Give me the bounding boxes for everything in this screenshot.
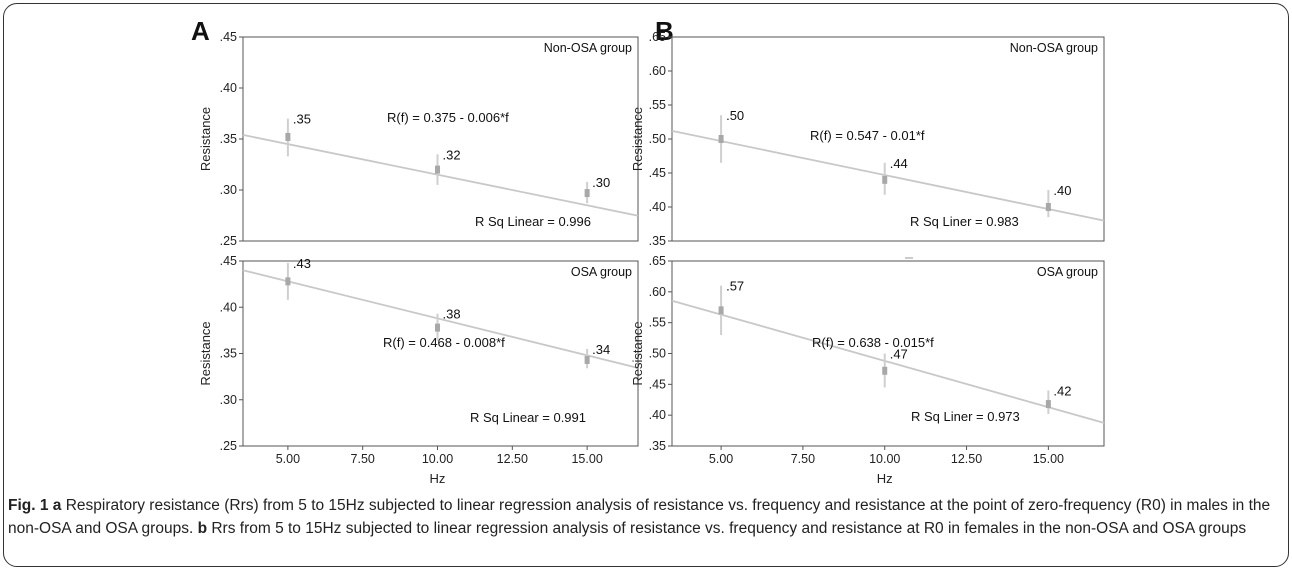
panel1-fit-line (242, 134, 639, 217)
panel2-xtick-label: 12.50 (497, 452, 528, 466)
panel3-ytick-label: .60 (649, 64, 666, 78)
panel4-ytick-label: .65 (649, 254, 666, 268)
caption-part-b-letter: b (197, 520, 208, 537)
panel1-ytick-label: .40 (220, 81, 237, 95)
panel3-data-label: .44 (890, 156, 908, 171)
panel4-data-label: .42 (1053, 384, 1071, 399)
figure-frame (3, 3, 1289, 567)
panel4-data-point (718, 306, 724, 315)
panel4-ytick-label: .40 (649, 408, 666, 422)
caption-text-b: Rrs from 5 to 15Hz subjected to linear r… (207, 520, 1247, 537)
panel3-r-squared: R Sq Liner = 0.983 (910, 214, 1019, 229)
panel3-ytick-label: .55 (649, 98, 666, 112)
panel2-data-point (285, 277, 291, 286)
caption-fig-label: Fig. 1 (8, 497, 49, 514)
panel3-group-label: Non-OSA group (1010, 41, 1098, 55)
panel4-xlabel: Hz (877, 471, 893, 486)
caption-text-a: Respiratory resistance (Rrs) from 5 to 1… (8, 497, 1271, 537)
panel2-ytick-label: .30 (220, 393, 237, 407)
panel1-data-point (435, 165, 441, 174)
panel2-ytick-label: .40 (220, 300, 237, 314)
panel2-ytick-label: .25 (220, 439, 237, 453)
panel4-group-label: OSA group (1037, 265, 1098, 279)
panel3-letter: B (655, 16, 674, 46)
panel2-data-label: .38 (443, 307, 461, 322)
panel3-data-point (882, 175, 888, 184)
panel2-equation: R(f) = 0.468 - 0.008*f (383, 335, 505, 350)
panel3-ylabel: Resistance (630, 107, 645, 171)
panel4-xtick-label: 15.00 (1033, 452, 1064, 466)
figure-caption: Fig. 1 a Respiratory resistance (Rrs) fr… (8, 494, 1278, 540)
panel1-ytick-label: .35 (220, 132, 237, 146)
panel4-ytick-label: .60 (649, 285, 666, 299)
panel4-data-label: .57 (726, 279, 744, 294)
panel3-ytick-label: .65 (649, 30, 666, 44)
panel2-xtick-label: 15.00 (571, 452, 602, 466)
panel4-data-label: .47 (890, 347, 908, 362)
panel1-equation: R(f) = 0.375 - 0.006*f (387, 110, 509, 125)
panel2-group-label: OSA group (571, 265, 632, 279)
panel1-ytick-label: .25 (220, 234, 237, 248)
panel4-fit-line (671, 299, 1105, 424)
panel1-data-point (285, 132, 291, 141)
panel3-ytick-label: .40 (649, 200, 666, 214)
panel2-xtick-label: 10.00 (422, 452, 453, 466)
panel4-xtick-label: 10.00 (869, 452, 900, 466)
panel4-r-squared: R Sq Liner = 0.973 (911, 409, 1020, 424)
panel1-group-label: Non-OSA group (544, 41, 632, 55)
panel4-ytick-label: .50 (649, 347, 666, 361)
panel2-xlabel: Hz (430, 471, 446, 486)
panel4-ytick-label: .45 (649, 377, 666, 391)
panel3-data-point (718, 135, 724, 143)
panel1-r-squared: R Sq Linear = 0.996 (475, 214, 591, 229)
panel1-letter: A (191, 16, 210, 46)
panel1-data-label: .35 (293, 112, 311, 127)
panel4-xtick-label: 12.50 (951, 452, 982, 466)
panel1-data-point (584, 189, 590, 198)
panel2-ytick-label: .45 (220, 254, 237, 268)
panel2-data-label: .34 (592, 342, 610, 357)
panel2-r-squared: R Sq Linear = 0.991 (470, 410, 586, 425)
panel2-xtick-label: 5.00 (276, 452, 300, 466)
panel2-fit-line (242, 269, 639, 369)
panel2-data-point (584, 355, 590, 364)
panel3-data-label: .40 (1053, 183, 1071, 198)
figure-panels: A .45 .40 .35 .30 .25 Resistance .35 .32 .30 Non-O… (191, 16, 1105, 486)
panel1-ylabel: Resistance (198, 107, 213, 171)
panel3-data-label: .50 (726, 108, 744, 123)
panel3-data-point (1045, 203, 1051, 211)
panel1-data-label: .30 (592, 175, 610, 190)
panel2-xtick-label: 7.50 (351, 452, 375, 466)
panel2-data-point (435, 323, 441, 332)
panel4-equation: R(f) = 0.638 - 0.015*f (812, 335, 934, 350)
panel1-data-label: .32 (443, 147, 461, 162)
panel2-data-label: .43 (293, 256, 311, 271)
panel2-ylabel: Resistance (198, 321, 213, 385)
panel4-xtick-label: 5.00 (709, 452, 733, 466)
panel2-ytick-label: .35 (220, 347, 237, 361)
panel3-equation: R(f) = 0.547 - 0.01*f (810, 128, 925, 143)
panel1-ytick-label: .45 (220, 30, 237, 44)
panel4-xtick-label: 7.50 (791, 452, 815, 466)
panel3-fit-line (671, 129, 1105, 222)
panel1-ytick-label: .30 (220, 183, 237, 197)
caption-part-a-letter: a (52, 497, 62, 514)
panel3-ytick-label: .35 (649, 234, 666, 248)
panel4-ytick-label: .55 (649, 316, 666, 330)
panel4-data-point (882, 366, 888, 375)
panel3-ytick-label: .45 (649, 166, 666, 180)
panel4-data-point (1045, 400, 1051, 409)
panel4-ytick-label: .35 (649, 439, 666, 453)
panel3-ytick-label: .50 (649, 132, 666, 146)
panel4-ylabel: Resistance (630, 321, 645, 385)
panel1-plot-frame (242, 36, 639, 242)
